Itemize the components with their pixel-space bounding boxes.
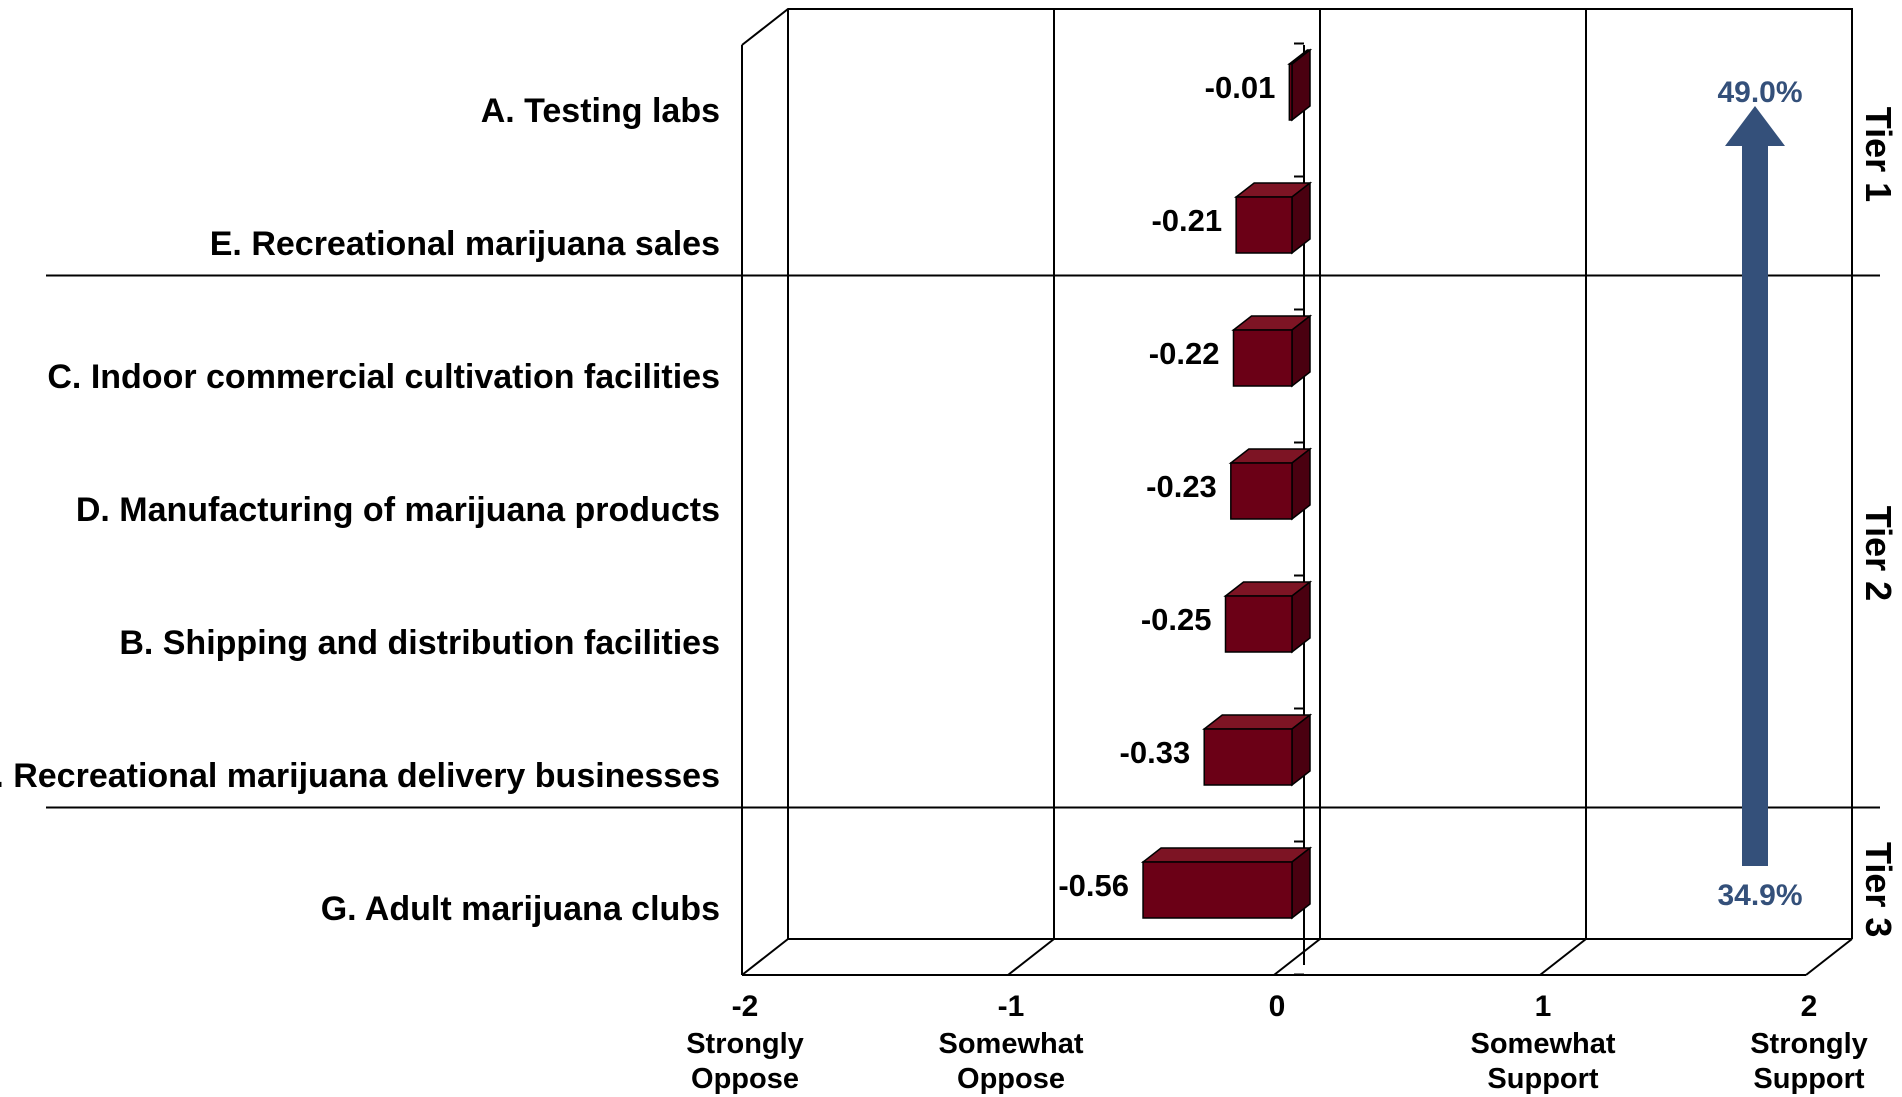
x-tick-label: 2 bbox=[1801, 990, 1818, 1023]
bar-front bbox=[1224, 595, 1293, 653]
bar-front bbox=[1203, 728, 1293, 786]
x-tick-label: 0 bbox=[1269, 990, 1286, 1023]
x-tick-label: -2 bbox=[732, 990, 759, 1023]
tier-label: Tier 1 bbox=[1858, 107, 1899, 202]
bar bbox=[1228, 447, 1313, 521]
tier-label: Tier 2 bbox=[1858, 506, 1899, 601]
x-tick-sublabel: Somewhat bbox=[938, 1028, 1083, 1060]
category-label: G. Adult marijuana clubs bbox=[321, 890, 720, 928]
category-label: C. Indoor commercial cultivation facilit… bbox=[47, 358, 720, 396]
x-tick-label: -1 bbox=[998, 990, 1025, 1023]
floor-diagonal bbox=[1805, 938, 1853, 976]
bar bbox=[1231, 314, 1313, 388]
bar bbox=[1233, 181, 1313, 255]
arrow-shaft bbox=[1742, 144, 1768, 866]
bar bbox=[1202, 713, 1313, 787]
x-tick-sublabel: Strongly bbox=[1750, 1028, 1868, 1060]
category-label: D. Manufacturing of marijuana products bbox=[76, 491, 720, 529]
category-label: A. Testing labs bbox=[481, 92, 720, 130]
floor-diagonal bbox=[741, 938, 789, 976]
x-tick-sublabel: Somewhat bbox=[1470, 1028, 1615, 1060]
bar-value-label: -0.56 bbox=[1058, 868, 1129, 903]
floor-diagonal bbox=[1007, 938, 1055, 976]
category-label: B. Shipping and distribution facilities bbox=[119, 624, 720, 662]
x-tick-label: 1 bbox=[1535, 990, 1552, 1023]
bar-value-label: -0.25 bbox=[1141, 602, 1212, 637]
x-tick-sublabel: Oppose bbox=[691, 1063, 799, 1095]
x-tick-sublabel: Support bbox=[1487, 1063, 1598, 1095]
arrow-bottom-label: 34.9% bbox=[1717, 879, 1802, 912]
bar bbox=[1140, 846, 1313, 920]
arrow-top-label: 49.0% bbox=[1717, 76, 1802, 109]
tier-label: Tier 3 bbox=[1858, 842, 1899, 937]
bar-value-label: -0.21 bbox=[1151, 203, 1222, 238]
arrow-head bbox=[1725, 106, 1785, 146]
floor-diagonal bbox=[1273, 938, 1321, 976]
bar-value-label: -0.33 bbox=[1120, 735, 1191, 770]
bar bbox=[1223, 580, 1313, 654]
x-tick-sublabel: Oppose bbox=[957, 1063, 1065, 1095]
bars-group bbox=[1140, 48, 1313, 920]
bar-front bbox=[1288, 63, 1293, 121]
bar-front bbox=[1232, 329, 1293, 387]
x-tick-sublabel: Strongly bbox=[686, 1028, 804, 1060]
category-label: E. Recreational marijuana sales bbox=[210, 225, 720, 263]
bar-front bbox=[1235, 196, 1293, 254]
labels-group: -0.01 A. Testing labs -0.21 E. Recreational… bbox=[0, 70, 1899, 1095]
floor-diagonal bbox=[1539, 938, 1587, 976]
bar bbox=[1287, 48, 1313, 122]
bar-value-label: -0.23 bbox=[1146, 469, 1217, 504]
category-label: F. Recreational marijuana delivery busin… bbox=[0, 757, 720, 795]
bar-top bbox=[1140, 847, 1313, 863]
bar-front bbox=[1142, 861, 1293, 919]
bar-value-label: -0.01 bbox=[1205, 70, 1276, 105]
bar-value-label: -0.22 bbox=[1149, 336, 1220, 371]
x-tick-sublabel: Support bbox=[1753, 1063, 1864, 1095]
bar-front bbox=[1230, 462, 1293, 520]
